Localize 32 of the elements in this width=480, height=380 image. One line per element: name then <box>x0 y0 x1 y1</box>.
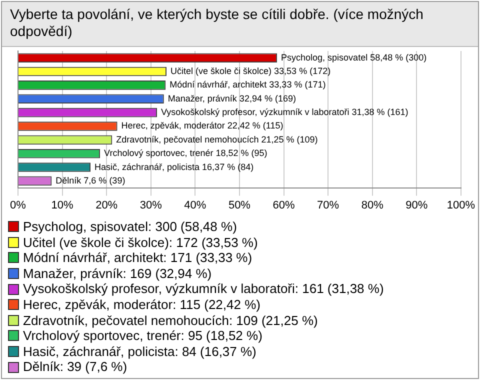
x-tick-label: 40% <box>184 199 206 212</box>
text: Herec, zpěvák, moderátor: 115 (22,42 %) <box>23 296 260 313</box>
category-label: Učitel (ve škole či školce) 33,53 % (172) <box>170 66 331 76</box>
category-label: Dělník 7,6 % (39) <box>56 175 126 186</box>
x-tick-label: 60% <box>272 199 295 212</box>
text: Zdravotník, pečovatel nemohoucích: 109 (21,25 %) <box>23 312 318 328</box>
category-label: Vysokoškolský profesor, výzkumník v laboratoři 31,38 % (161) <box>160 107 408 118</box>
text: Dělník: 39 (7,6 %) <box>23 359 128 375</box>
text: Hasič, záchranář, policista: 84 (16,37 %) <box>23 344 256 360</box>
text: Manažer, právník: 169 (32,94 %) <box>23 266 212 282</box>
category-label: Hasič, záchranář, policista 16,37 % (84) <box>94 162 254 172</box>
category-label: Herec, zpěvák, moderátor 22,42 % (115) <box>121 120 284 131</box>
x-tick-label: 0% <box>10 199 26 212</box>
x-tick-label: 70% <box>317 199 340 212</box>
x-tick-label: 80% <box>361 199 384 212</box>
text: Psycholog, spisovatel: 300 (58,48 %) <box>23 219 237 235</box>
chart-title: Vyberte ta povolání, ve kterých byste se cítili dobře. (více možných odpovědí) <box>2 2 478 47</box>
category-label: Zdravotník, pečovatel nemohoucích 21,25 % (109) <box>116 134 318 144</box>
x-tick-label: 100% <box>446 199 476 212</box>
x-tick-label: 10% <box>51 199 74 212</box>
text: Vysokoškolský profesor, výzkumník v laboratoři: 161 (31,38 %) <box>23 281 384 297</box>
x-tick-label: 50% <box>228 199 251 212</box>
text: Módní návrhář, architekt: 171 (33,33 %) <box>23 250 252 266</box>
category-label: Módní návrhář, architekt 33,33 % (171) <box>170 80 326 90</box>
category-label: Vrcholový sportovec, trenér 18,52 % (95) <box>104 148 268 158</box>
text: Učitel (ve škole či školce): 172 (33,53 %) <box>23 234 258 250</box>
text: Vrcholový sportovec, trenér: 95 (18,52 %) <box>23 328 262 344</box>
category-label: Psycholog, spisovatel 58,48 % (300) <box>281 52 427 62</box>
x-tick-label: 90% <box>406 199 428 212</box>
x-tick-label: 20% <box>96 199 118 212</box>
category-label: Manažer, právník 32,94 % (169) <box>168 93 296 104</box>
x-tick-label: 30% <box>140 199 162 212</box>
